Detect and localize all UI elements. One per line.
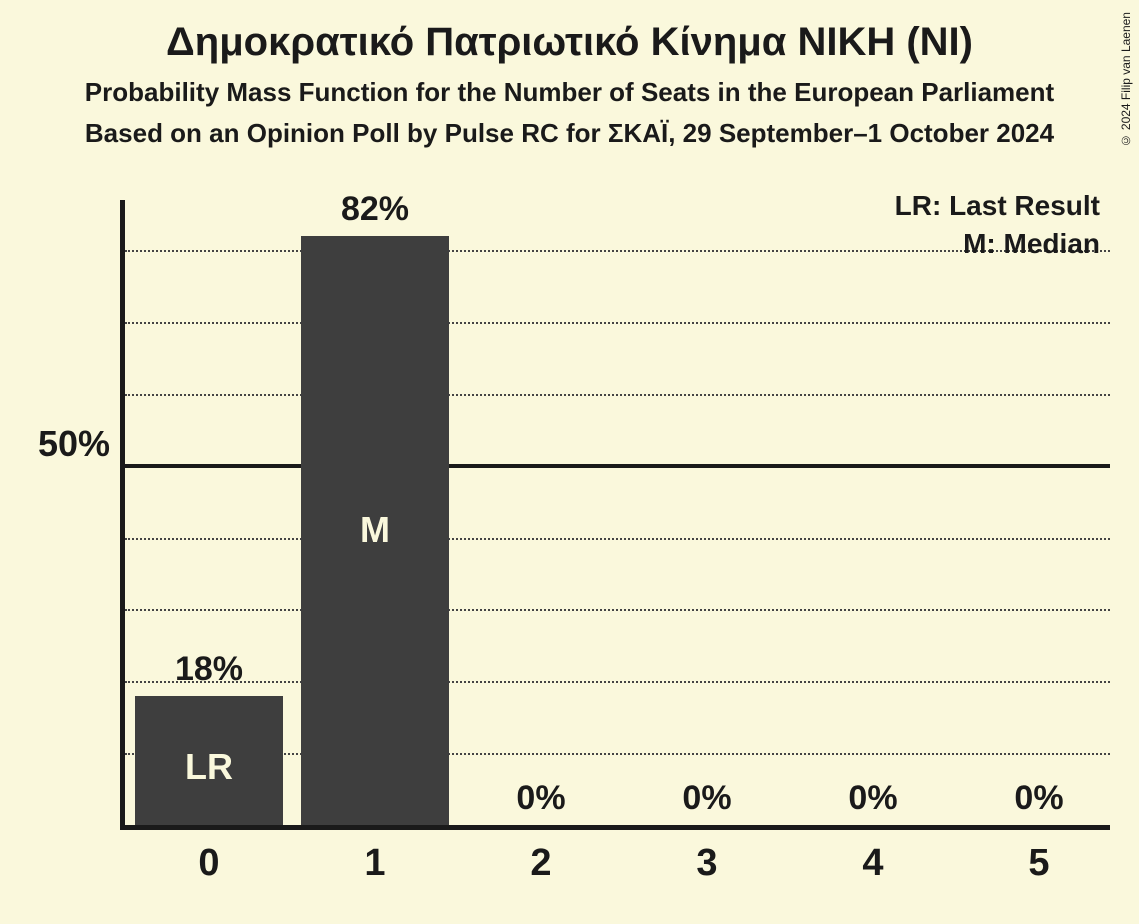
legend-m: M: Median	[963, 228, 1100, 260]
bar: LR	[135, 696, 283, 825]
gridline	[125, 681, 1110, 683]
chart-title: Δημοκρατικό Πατριωτικό Κίνημα ΝΙΚΗ (NI)	[0, 0, 1139, 65]
copyright-text: © 2024 Filip van Laenen	[1119, 12, 1133, 147]
y-axis	[120, 200, 125, 830]
gridline	[125, 538, 1110, 540]
gridline	[125, 609, 1110, 611]
chart-plot-area: 50%LR: Last ResultM: MedianLR18%0M82%10%…	[120, 200, 1110, 830]
x-axis-label: 3	[696, 842, 717, 885]
bar-value-label: 0%	[1014, 779, 1063, 818]
bar-inner-label: LR	[185, 746, 233, 788]
bar-inner-label: M	[360, 509, 390, 551]
x-axis-label: 4	[862, 842, 883, 885]
gridline	[125, 394, 1110, 396]
x-axis	[120, 825, 1110, 830]
gridline-major	[125, 464, 1110, 468]
bar-value-label: 0%	[516, 779, 565, 818]
chart-subtitle-1: Probability Mass Function for the Number…	[0, 65, 1139, 108]
legend-lr: LR: Last Result	[895, 190, 1100, 222]
x-axis-label: 2	[530, 842, 551, 885]
x-axis-label: 1	[364, 842, 385, 885]
bar-value-label: 82%	[341, 190, 409, 229]
bar: M	[301, 236, 449, 825]
bar-value-label: 0%	[848, 779, 897, 818]
chart-subtitle-2: Based on an Opinion Poll by Pulse RC for…	[0, 108, 1139, 149]
x-axis-label: 0	[198, 842, 219, 885]
x-axis-label: 5	[1028, 842, 1049, 885]
gridline	[125, 322, 1110, 324]
bar-value-label: 0%	[682, 779, 731, 818]
bar-value-label: 18%	[175, 650, 243, 689]
y-axis-label: 50%	[38, 423, 110, 465]
